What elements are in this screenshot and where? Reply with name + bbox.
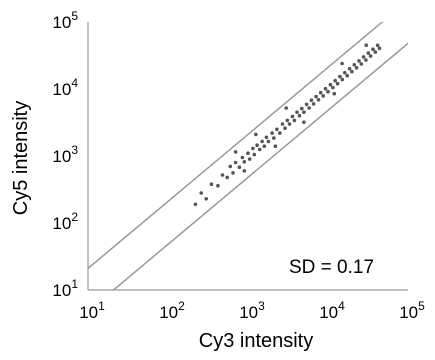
data-point (316, 98, 321, 102)
y-axis-label: Cy5 intensity (10, 101, 32, 216)
data-point (304, 102, 309, 107)
x-tick-label: 105 (399, 299, 425, 322)
data-point (290, 114, 295, 119)
data-point (366, 51, 371, 55)
data-point (262, 144, 267, 148)
data-point (266, 139, 271, 144)
data-point (318, 90, 323, 95)
data-point (311, 102, 316, 106)
data-point (209, 182, 214, 186)
data-point (357, 59, 361, 63)
data-point (364, 43, 369, 47)
y-tick-label: 105 (52, 9, 78, 32)
data-point (285, 118, 290, 123)
data-point (231, 171, 235, 175)
data-point (302, 120, 306, 124)
data-point (302, 110, 306, 114)
data-point (354, 66, 359, 70)
data-point (364, 58, 368, 62)
data-point (375, 43, 380, 48)
data-point (242, 169, 247, 173)
data-point (220, 173, 225, 177)
data-point (233, 150, 238, 154)
data-point (199, 191, 203, 195)
data-point (323, 86, 328, 91)
data-point (254, 132, 258, 137)
data-point (283, 126, 287, 130)
x-tick-label: 102 (159, 299, 185, 322)
data-point (373, 50, 378, 54)
data-point (359, 62, 364, 66)
data-point (193, 202, 198, 207)
y-tick-label: 102 (52, 210, 78, 233)
data-point (377, 46, 382, 51)
data-points (193, 43, 382, 207)
data-point (233, 160, 238, 165)
x-tick-label: 103 (239, 299, 265, 322)
data-point (345, 73, 350, 78)
data-point (314, 94, 318, 99)
data-point (242, 160, 247, 164)
data-point (270, 131, 274, 135)
data-point (333, 78, 338, 83)
data-point (297, 113, 302, 118)
x-tick-labels: 101 102 103 104 105 (79, 299, 425, 322)
data-point (331, 85, 335, 90)
data-point (292, 118, 297, 123)
x-tick-label: 101 (79, 299, 105, 322)
data-point (371, 47, 375, 51)
data-point (328, 82, 333, 87)
data-point (295, 110, 299, 114)
sd-annotation: SD = 0.17 (289, 257, 374, 278)
data-point (335, 81, 340, 86)
x-axis-label: Cy3 intensity (199, 330, 314, 352)
data-point (309, 98, 314, 102)
data-point (252, 152, 257, 157)
data-point (251, 146, 255, 151)
data-point (287, 122, 292, 126)
data-point (361, 55, 366, 59)
data-point (255, 143, 259, 147)
y-tick-label: 101 (52, 277, 78, 300)
data-point (273, 144, 278, 148)
upper-bound-line (88, 22, 384, 269)
data-point (343, 70, 347, 75)
data-point (237, 165, 242, 169)
data-point (225, 175, 229, 180)
data-point (347, 66, 352, 71)
data-point (257, 147, 262, 152)
y-tick-labels: 101 102 103 104 105 (52, 9, 78, 300)
data-point (332, 91, 337, 96)
data-point (246, 151, 250, 155)
data-point (280, 122, 285, 126)
data-point (284, 106, 289, 110)
data-point (240, 155, 245, 160)
data-point (260, 139, 264, 144)
lower-bound-line (112, 42, 408, 290)
data-point (340, 61, 344, 66)
y-tick-label: 103 (52, 143, 78, 166)
data-point (300, 106, 304, 111)
data-point (278, 131, 282, 135)
data-point (307, 106, 311, 110)
reference-lines (88, 22, 408, 290)
data-point (275, 127, 279, 132)
data-point (321, 94, 326, 98)
data-point (368, 54, 373, 58)
data-point (272, 136, 276, 140)
data-point (352, 63, 357, 67)
data-point (340, 77, 345, 82)
data-point (350, 69, 354, 74)
y-tick-label: 104 (52, 76, 78, 99)
data-point (204, 197, 208, 201)
data-point (338, 74, 342, 79)
data-point (216, 183, 220, 188)
x-tick-label: 104 (319, 299, 345, 322)
data-point (264, 135, 269, 140)
data-point (228, 164, 233, 169)
data-point (326, 89, 330, 94)
data-point (247, 157, 252, 161)
